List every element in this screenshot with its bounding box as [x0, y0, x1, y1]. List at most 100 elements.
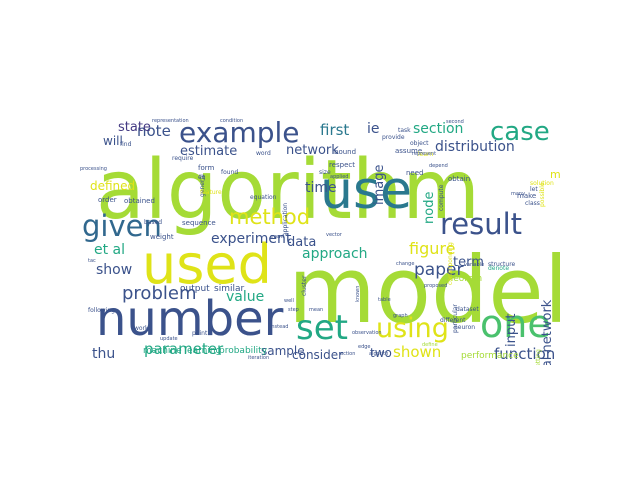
cloud-word: size [319, 169, 331, 176]
cloud-word: point [192, 330, 208, 337]
cloud-word: make [517, 192, 537, 200]
cloud-word: distribution [435, 139, 515, 155]
cloud-word: using [376, 313, 449, 344]
cloud-word: image [372, 164, 387, 206]
cloud-word: respect [329, 161, 356, 169]
cloud-word: bound [334, 148, 357, 156]
cloud-word: network [286, 143, 339, 158]
cloud-word: time [305, 180, 337, 196]
cloud-word: update [160, 336, 178, 342]
cloud-word: state [118, 120, 151, 135]
cloud-word: change [396, 261, 415, 267]
cloud-word: section [413, 121, 464, 137]
cloud-word: found [221, 169, 239, 176]
cloud-word: weight [150, 233, 174, 241]
cloud-word: class [525, 200, 540, 207]
cloud-word: condition [220, 118, 244, 124]
cloud-word: applied [330, 174, 349, 180]
cloud-word: case [490, 117, 550, 147]
cloud-word: based [144, 219, 163, 226]
cloud-word: compute [438, 184, 445, 212]
cloud-word: figure [409, 239, 456, 258]
cloud-word: structure [488, 261, 516, 268]
cloud-word: instead [270, 324, 289, 330]
cloud-word: problem [122, 283, 197, 304]
cloud-word: parameter [144, 340, 224, 358]
cloud-word: input [504, 313, 519, 348]
cloud-word: different [440, 317, 466, 324]
cloud-word: result [440, 207, 523, 241]
cloud-word: one [480, 302, 551, 346]
cloud-word: many [511, 191, 526, 197]
cloud-word: et al [94, 242, 126, 258]
cloud-word: thu [92, 346, 116, 362]
cloud-word: setting [535, 349, 542, 365]
cloud-word: neural network [540, 299, 555, 366]
cloud-word: cluster [301, 275, 308, 297]
cloud-word: estimate [180, 144, 238, 159]
cloud-word: note [137, 122, 171, 140]
cloud-word: well [284, 298, 294, 304]
cloud-word: output [180, 284, 210, 294]
cloud-word: event [270, 234, 285, 240]
cloud-word: experiment [211, 231, 292, 247]
cloud-word: method [229, 205, 311, 229]
cloud-word: work [134, 325, 149, 332]
cloud-word: equation [250, 194, 277, 201]
cloud-word: neuron [454, 324, 476, 331]
cloud-word: consider [292, 348, 344, 362]
cloud-word: obtain [448, 175, 471, 183]
cloud-word: edge [358, 344, 371, 350]
cloud-word: approach [302, 246, 368, 262]
cloud-word: variable [464, 262, 485, 268]
cloud-word: known [355, 285, 361, 302]
cloud-word: find [120, 141, 132, 148]
cloud-word: paper [414, 260, 464, 280]
cloud-word: provide [382, 134, 405, 141]
cloud-word: processing [80, 166, 107, 172]
cloud-word: model [288, 237, 560, 344]
cloud-word: theorem [444, 274, 483, 284]
cloud-word: defined [90, 179, 136, 193]
cloud-word: let [530, 186, 538, 193]
cloud-word: application [282, 202, 289, 236]
cloud-word: ie [367, 121, 380, 137]
cloud-word: form [198, 164, 215, 172]
cloud-word: may [550, 168, 560, 181]
cloud-word: proposed [424, 283, 448, 289]
cloud-word: use [320, 161, 413, 221]
cloud-word: tac [88, 258, 96, 264]
cloud-word: sequence [182, 219, 216, 227]
cloud-word: vector [326, 232, 342, 238]
cloud-word: representation [152, 118, 189, 124]
cloud-word: represent [412, 151, 437, 157]
cloud-word: step [288, 307, 299, 313]
cloud-word: performance [461, 351, 519, 361]
cloud-word: show [96, 262, 133, 278]
cloud-word: learn [418, 151, 434, 158]
cloud-word: algorith [369, 351, 389, 357]
cloud-word: iteration [248, 355, 270, 361]
cloud-word: require [172, 155, 194, 162]
cloud-word: word [256, 150, 271, 157]
cloud-word: first [320, 121, 350, 139]
cloud-word: action [340, 351, 356, 357]
cloud-word: mean [309, 307, 324, 313]
cloud-word: value [226, 289, 265, 305]
cloud-word: similar [214, 284, 245, 294]
cloud-word: example [179, 116, 300, 149]
cloud-word: obtained [124, 197, 155, 205]
cloud-word: eq [198, 174, 206, 181]
cloud-word: shown [393, 343, 442, 361]
word-cloud: algorithm model number used use set one using gi… [80, 115, 560, 365]
cloud-word: two [370, 346, 392, 360]
cloud-word: set [296, 308, 348, 348]
cloud-word: solution [530, 180, 554, 187]
cloud-word: object [410, 140, 429, 147]
cloud-word: number [96, 291, 284, 347]
cloud-word: sample [261, 344, 305, 358]
cloud-word: probability [219, 346, 268, 356]
cloud-word: machine learning [143, 346, 222, 356]
cloud-word: need [406, 169, 424, 177]
cloud-word: following [88, 307, 115, 314]
